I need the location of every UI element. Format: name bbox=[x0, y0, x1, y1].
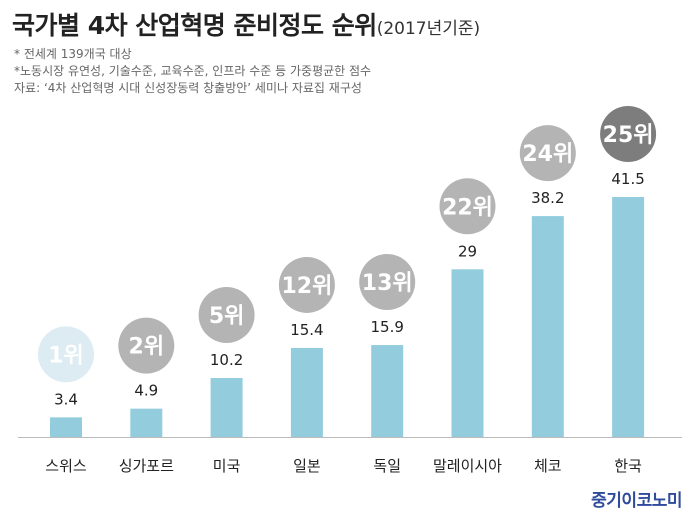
rank-badge bbox=[600, 106, 657, 162]
bar bbox=[50, 417, 82, 437]
bar bbox=[451, 269, 484, 437]
rank-badge bbox=[359, 254, 416, 311]
bar bbox=[371, 345, 404, 437]
bar-value-label: 38.2 bbox=[531, 189, 564, 207]
x-tick-label: 체코 bbox=[534, 457, 562, 475]
rank-badge-label: 1위 bbox=[48, 343, 84, 368]
brand-logo: 중기이코노미 bbox=[591, 491, 682, 511]
rank-badge-label: 24위 bbox=[522, 142, 573, 167]
rank-badge-label: 25위 bbox=[603, 123, 654, 148]
bar bbox=[210, 378, 243, 437]
bar-value-label: 15.4 bbox=[290, 321, 323, 339]
rank-badge bbox=[439, 178, 496, 235]
x-tick-label: 미국 bbox=[213, 457, 241, 475]
bar-value-label: 41.5 bbox=[611, 170, 644, 188]
rank-badge bbox=[278, 256, 335, 313]
rank-badge-label: 5위 bbox=[209, 304, 245, 329]
chart-title-year: (2017년기준) bbox=[376, 19, 481, 39]
rank-badge-label: 13위 bbox=[362, 271, 413, 296]
bar-value-label: 29 bbox=[458, 242, 477, 260]
rank-badge-label: 2위 bbox=[129, 335, 165, 360]
bar-value-label: 4.9 bbox=[134, 382, 158, 400]
note-scope: * 전세계 139개국 대상 bbox=[14, 47, 132, 61]
bar bbox=[612, 197, 645, 437]
x-tick-label: 싱가포르 bbox=[119, 457, 174, 475]
rank-badge-label: 12위 bbox=[281, 274, 332, 299]
bar bbox=[531, 216, 564, 437]
x-tick-label: 스위스 bbox=[45, 457, 87, 475]
chart-notes: * 전세계 139개국 대상 *노동시장 유연성, 기술수준, 교육수준, 인프… bbox=[14, 46, 371, 97]
x-tick-label: 독일 bbox=[373, 457, 401, 475]
rank-badge bbox=[519, 125, 576, 182]
bar-value-label: 10.2 bbox=[210, 351, 243, 369]
bar bbox=[130, 408, 163, 437]
x-tick-label: 일본 bbox=[293, 457, 321, 475]
bar-value-label: 3.4 bbox=[54, 390, 78, 408]
note-method: *노동시장 유연성, 기술수준, 교육수준, 인프라 수준 등 가중평균한 점수 bbox=[14, 64, 372, 78]
rank-badge bbox=[38, 326, 94, 383]
rank-badge bbox=[198, 287, 255, 344]
x-tick-label: 말레이시아 bbox=[433, 457, 502, 475]
rank-badge-label: 22위 bbox=[442, 195, 493, 220]
bar bbox=[290, 347, 323, 437]
rank-badge bbox=[118, 317, 175, 374]
x-tick-label: 한국 bbox=[614, 457, 642, 475]
chart-title: 국가별 4차 산업혁명 준비정도 순위(2017년기준) bbox=[12, 6, 480, 42]
chart-title-main: 국가별 4차 산업혁명 준비정도 순위 bbox=[12, 11, 377, 40]
bar-value-label: 15.9 bbox=[370, 318, 403, 336]
note-source: 자료: ‘4차 산업혁명 시대 신성장동력 창출방안’ 세미나 자료집 재구성 bbox=[14, 81, 362, 95]
